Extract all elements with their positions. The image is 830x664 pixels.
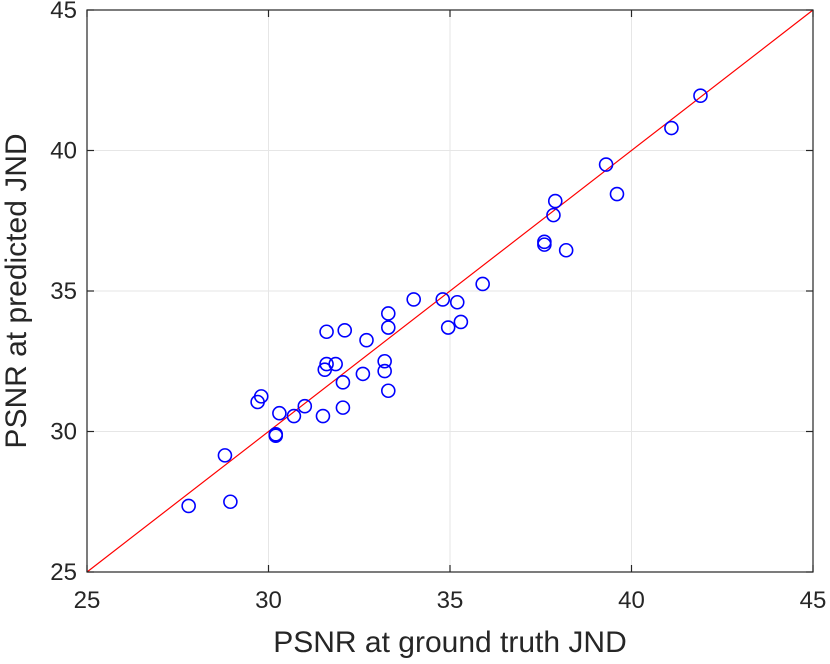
scatter-point — [319, 356, 334, 372]
identity-line — [86, 9, 814, 573]
scatter-point — [558, 242, 574, 258]
scatter-point — [377, 363, 392, 379]
scatter-point — [380, 306, 396, 321]
y-tick-label: 25 — [50, 559, 77, 586]
scatter-point — [217, 448, 233, 463]
y-tick-label: 45 — [50, 0, 77, 24]
y-axis-ticks: 25 30 35 40 45 — [50, 0, 813, 586]
scatter-point — [537, 234, 552, 250]
x-axis-title: PSNR at ground truth JND — [273, 626, 626, 659]
scatter-point — [337, 323, 353, 338]
scatter-point — [253, 389, 269, 404]
scatter-point — [359, 332, 374, 348]
scatter-point — [297, 398, 313, 414]
scatter-point — [223, 494, 238, 510]
x-axis-ticks: 25 30 35 40 45 — [74, 10, 827, 614]
scatter-point — [181, 498, 196, 514]
scatter-point — [406, 292, 422, 307]
scatter-point — [453, 314, 469, 330]
scatter-point — [546, 207, 561, 223]
y-tick-label: 40 — [50, 138, 77, 165]
scatter-point — [380, 320, 396, 335]
x-tick-label: 40 — [618, 587, 645, 614]
scatter-point — [355, 366, 371, 382]
scatter-point — [268, 427, 284, 442]
reference-line-layer — [86, 9, 814, 573]
x-tick-label: 35 — [437, 587, 464, 614]
scatter-point — [693, 88, 708, 104]
scatter-point — [380, 383, 396, 399]
y-tick-label: 35 — [50, 278, 77, 305]
scatter-point — [547, 193, 563, 209]
scatter-point — [440, 320, 456, 335]
scatter-point — [335, 400, 351, 415]
scatter-point — [598, 157, 614, 172]
y-tick-label: 30 — [50, 419, 77, 446]
scatter-point — [664, 120, 679, 136]
x-tick-label: 30 — [255, 587, 282, 614]
scatter-point — [537, 237, 552, 252]
y-axis-title: PSNR at predicted JND — [0, 133, 33, 448]
scatter-point — [435, 292, 451, 307]
data-points — [181, 88, 708, 514]
scatter-point — [609, 186, 625, 202]
x-tick-label: 45 — [800, 587, 827, 614]
scatter-point — [328, 356, 343, 372]
scatter-point — [272, 405, 287, 421]
scatter-point — [449, 294, 465, 310]
x-tick-label: 25 — [74, 587, 101, 614]
scatter-point — [475, 276, 490, 292]
scatter-point — [377, 353, 392, 369]
scatter-point — [335, 375, 351, 390]
scatter-point — [315, 408, 331, 424]
scatter-point — [319, 324, 334, 340]
scatter-point — [286, 408, 302, 424]
